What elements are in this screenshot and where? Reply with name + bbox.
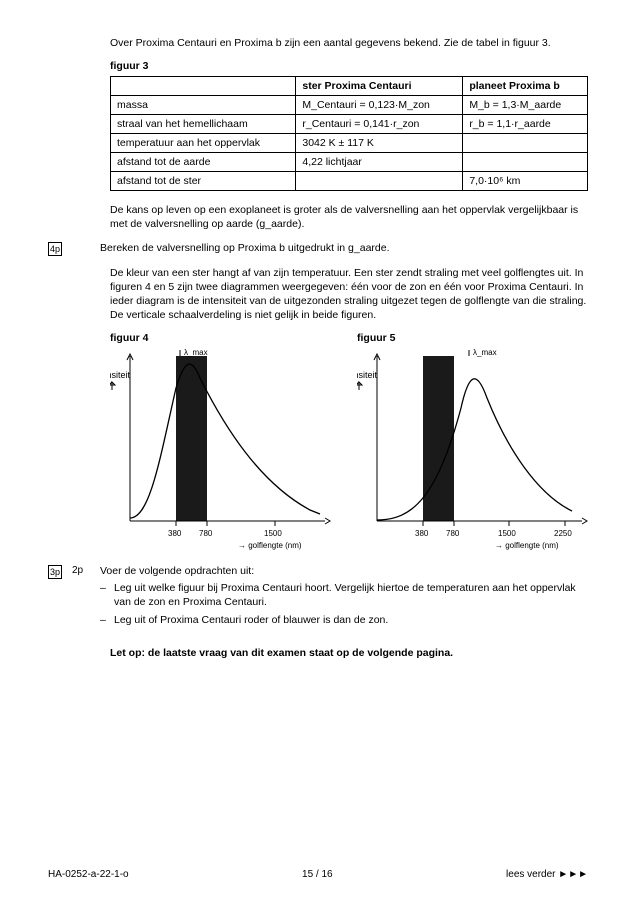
spectra-charts: figuur 4 λ_max [110,332,588,553]
fig5-svg: λ_max intensiteit 380 [357,348,592,553]
footer-left: HA-0252-a-22-1-o [48,869,129,880]
fig3-r4c3 [463,153,588,172]
fig5-t2: 780 [446,529,460,538]
fig3-h3: planeet Proxima b [463,77,588,96]
q5-marker: 3p [48,565,62,579]
spectra-para: De kleur van een ster hangt af van zijn … [110,266,588,323]
fig3-r5c2 [296,172,463,191]
page-footer: HA-0252-a-22-1-o 15 / 16 lees verder ►►► [48,869,588,880]
q5-b1: Leg uit welke figuur bij Proxima Centaur… [100,581,588,609]
fig4-curve [130,364,320,518]
fig5-t4: 2250 [554,529,572,538]
fig4-t1: 380 [168,529,182,538]
fig3-r5c1: afstand tot de ster [111,172,296,191]
fig5-lambda: λ_max [473,348,497,357]
q4-task: Bereken de valversnelling op Proxima b u… [100,242,390,254]
fig3-r2c1: straal van het hemellichaam [111,115,296,134]
fig3-r1c3: M_b = 1,3·M_aarde [463,96,588,115]
fig5-ylabel: intensiteit [357,370,378,380]
fig3-r3c3 [463,134,588,153]
fig3-r5c3: 7,0·10⁶ km [463,172,588,191]
fig5-curve [377,379,572,520]
footer-right: lees verder ►►► [506,869,588,880]
fig5-t3: 1500 [498,529,516,538]
fig3-table: ster Proxima Centauri planeet Proxima b … [110,76,588,191]
fig3-r1c2: M_Centauri = 0,123·M_zon [296,96,463,115]
fig3-label: figuur 3 [110,60,588,72]
fig5-t1: 380 [415,529,429,538]
intro-text: Over Proxima Centauri en Proxima b zijn … [110,36,588,50]
page-note: Let op: de laatste vraag van dit examen … [110,646,588,660]
fig3-r2c3: r_b = 1,1·r_aarde [463,115,588,134]
fig3-r4c2: 4,22 lichtjaar [296,153,463,172]
fig3-r3c1: temperatuur aan het oppervlak [111,134,296,153]
fig4-label: figuur 4 [110,332,335,344]
fig4-xlabel: → golflengte (nm) [238,541,302,550]
fig4-lambda: λ_max [184,348,208,357]
fig4-t3: 1500 [264,529,282,538]
fig3-r3c2: 3042 K ± 117 K [296,134,463,153]
fig4-t2: 780 [199,529,213,538]
footer-center: 15 / 16 [302,869,333,880]
fig3-r4c1: afstand tot de aarde [111,153,296,172]
fig4-ylabel: intensiteit [110,370,131,380]
fig3-r1c1: massa [111,96,296,115]
fig5-label: figuur 5 [357,332,592,344]
fig3-h1 [111,77,296,96]
fig4-svg: λ_max intensiteit 380 [110,348,335,553]
fig4-visible-band-b [176,356,207,521]
fig3-r2c2: r_Centauri = 0,141·r_zon [296,115,463,134]
q4-marker: 4p [48,242,62,256]
fig3-h2: ster Proxima Centauri [296,77,463,96]
q5-b2: Leg uit of Proxima Centauri roder of bla… [100,613,588,627]
fig5-visible-band [423,356,454,521]
q5-task: Voer de volgende opdrachten uit: [100,565,254,577]
q5-pts: 2p [72,565,90,576]
q4-lead: De kans op leven op een exoplaneet is gr… [110,203,588,231]
fig5-xlabel: → golflengte (nm) [495,541,559,550]
